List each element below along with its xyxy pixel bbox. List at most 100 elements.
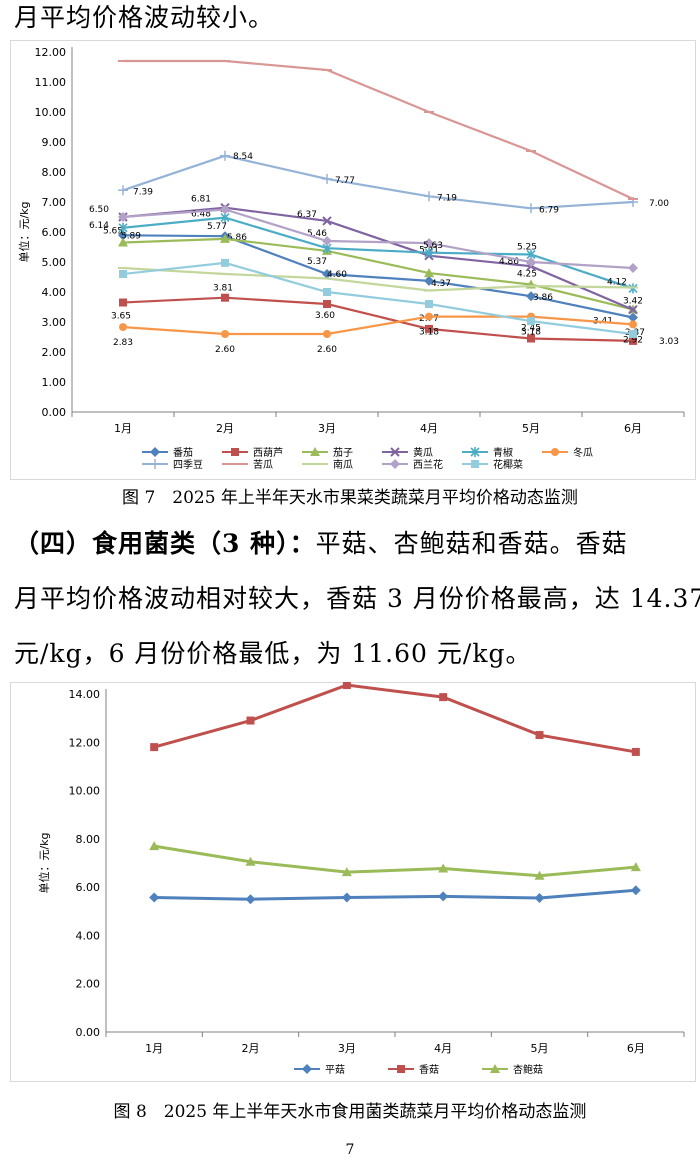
series-line [122,216,634,290]
data-point [246,716,255,725]
x-tick-label: 5月 [531,1042,549,1055]
y-tick-label: 10.00 [35,106,67,119]
data-label: 4.60 [327,270,347,280]
data-label: 3.18 [521,328,541,338]
y-tick-label: 0.00 [76,1026,101,1039]
legend-marker [150,447,160,457]
data-point [424,238,434,249]
data-label: 6.48 [191,210,211,220]
data-point [629,320,637,329]
y-tick-label: 9.00 [42,136,67,149]
figure-8-caption: 图 8 2025 年上半年天水市食用菌类蔬菜月平均价格动态监测 [113,1102,587,1122]
series-line [122,261,634,336]
y-tick-label: 6.00 [42,226,67,239]
legend-label: 茄子 [333,446,353,459]
data-label: 5.89 [121,231,141,241]
data-point [245,894,256,905]
paragraph-line-2: 月平均价格波动相对较大，香菇 3 月份价格最高，达 14.37 [14,584,700,613]
data-label: 2.83 [113,338,133,348]
data-point [628,312,638,323]
series-line [153,844,636,878]
legend-marker [302,1064,312,1074]
series-line [122,296,634,342]
data-point [220,150,230,161]
legend-marker [490,1064,500,1073]
fruit-vegetable-price-chart: 0.00 1.00 2.00 3.00 4.00 5.00 6.00 7.00 8.00 9.00… [10,40,696,480]
x-tick-label: 5月 [522,422,540,435]
data-point [245,856,256,866]
data-point [119,270,127,278]
data-point [534,870,545,880]
legend-label: 西兰花 [413,458,443,471]
series-line [123,59,634,200]
series-line [122,208,634,270]
section-text: 平菇、杏鲍菇和香菇。香菇 [315,529,628,558]
legend-label: 西葫芦 [253,447,283,459]
data-point [150,743,159,752]
data-point [118,212,128,222]
data-label: 7.00 [649,199,669,209]
data-point [527,317,535,326]
y-tick-label: 4.00 [76,929,101,942]
legend-marker [390,447,400,457]
data-label: 6.37 [297,210,317,220]
data-label: 5.25 [517,243,537,253]
data-point [221,330,229,338]
series-青椒: 6.14 6.48 5.46 5.25 4.12 [89,210,638,294]
data-point [526,203,536,214]
series-line [122,154,634,210]
data-point [118,185,128,196]
data-point [149,892,160,903]
figure-7-caption: 图 7 2025 年上半年天水市果菜类蔬菜月平均价格动态监测 [122,488,578,508]
y-tick-label: 7.00 [42,196,67,209]
data-point [119,323,127,332]
data-point [220,233,230,243]
y-tick-label: 2.00 [76,978,101,991]
y-axis-label: 单位：元/kg [17,201,31,262]
data-point [221,293,229,302]
data-point [323,288,331,296]
section-heading: （四）食用菌类（3 种）： [14,529,316,558]
intro-text: 月平均价格波动较小。 [14,2,690,34]
data-label: 6.79 [539,205,559,215]
legend-label: 香菇 [419,1063,439,1076]
data-point [438,891,449,902]
legend-label: 平菇 [325,1063,345,1076]
legend-label: 四季豆 [173,459,203,471]
x-tick-label: 3月 [338,1042,356,1055]
y-tick-label: 14.00 [69,688,101,701]
series-番茄: 5.89 5.86 4.60 4.37 3.86 [118,230,638,323]
x-tick-label: 6月 [627,1042,645,1055]
data-label: 2.92 [623,335,643,345]
y-tick-label: 1.00 [42,376,67,389]
data-label: 5.63 [423,241,443,251]
data-label: 6.50 [89,205,109,215]
data-label: 2.60 [317,345,337,355]
y-tick-label: 8.00 [42,166,67,179]
data-label: 5.46 [307,229,327,239]
y-tick-label: 5.00 [42,256,67,269]
page-number: 7 [345,1142,355,1158]
y-tick-label: 8.00 [76,833,101,846]
data-label: 5.86 [227,233,247,243]
legend-label: 杏鲍菇 [513,1063,543,1076]
x-tick-label: 2月 [242,1042,260,1055]
series-line [122,237,634,311]
data-label: 3.60 [315,311,335,321]
y-tick-label: 10.00 [69,785,101,798]
series-茄子: 5.65 5.77 5.37 4.25 3.42 [103,222,643,314]
intro-line: 月平均价格波动较小。 [14,3,275,32]
y-tick-label: 11.00 [35,76,67,89]
data-label: 2.45 [521,324,541,334]
data-label: 4.12 [607,277,627,287]
data-point [527,334,535,343]
data-point [631,747,640,756]
series-花椰菜: 3.03 [119,258,679,347]
series-四季豆: 7.39 8.54 7.77 7.19 6.79 7.00 [118,150,669,215]
y-tick-label: 3.00 [42,316,67,329]
series-冬瓜: 2.83 2.60 2.60 3.18 3.18 2.92 [113,312,643,355]
data-label: 3.18 [419,328,439,338]
data-point [322,173,332,184]
data-point [221,258,229,267]
